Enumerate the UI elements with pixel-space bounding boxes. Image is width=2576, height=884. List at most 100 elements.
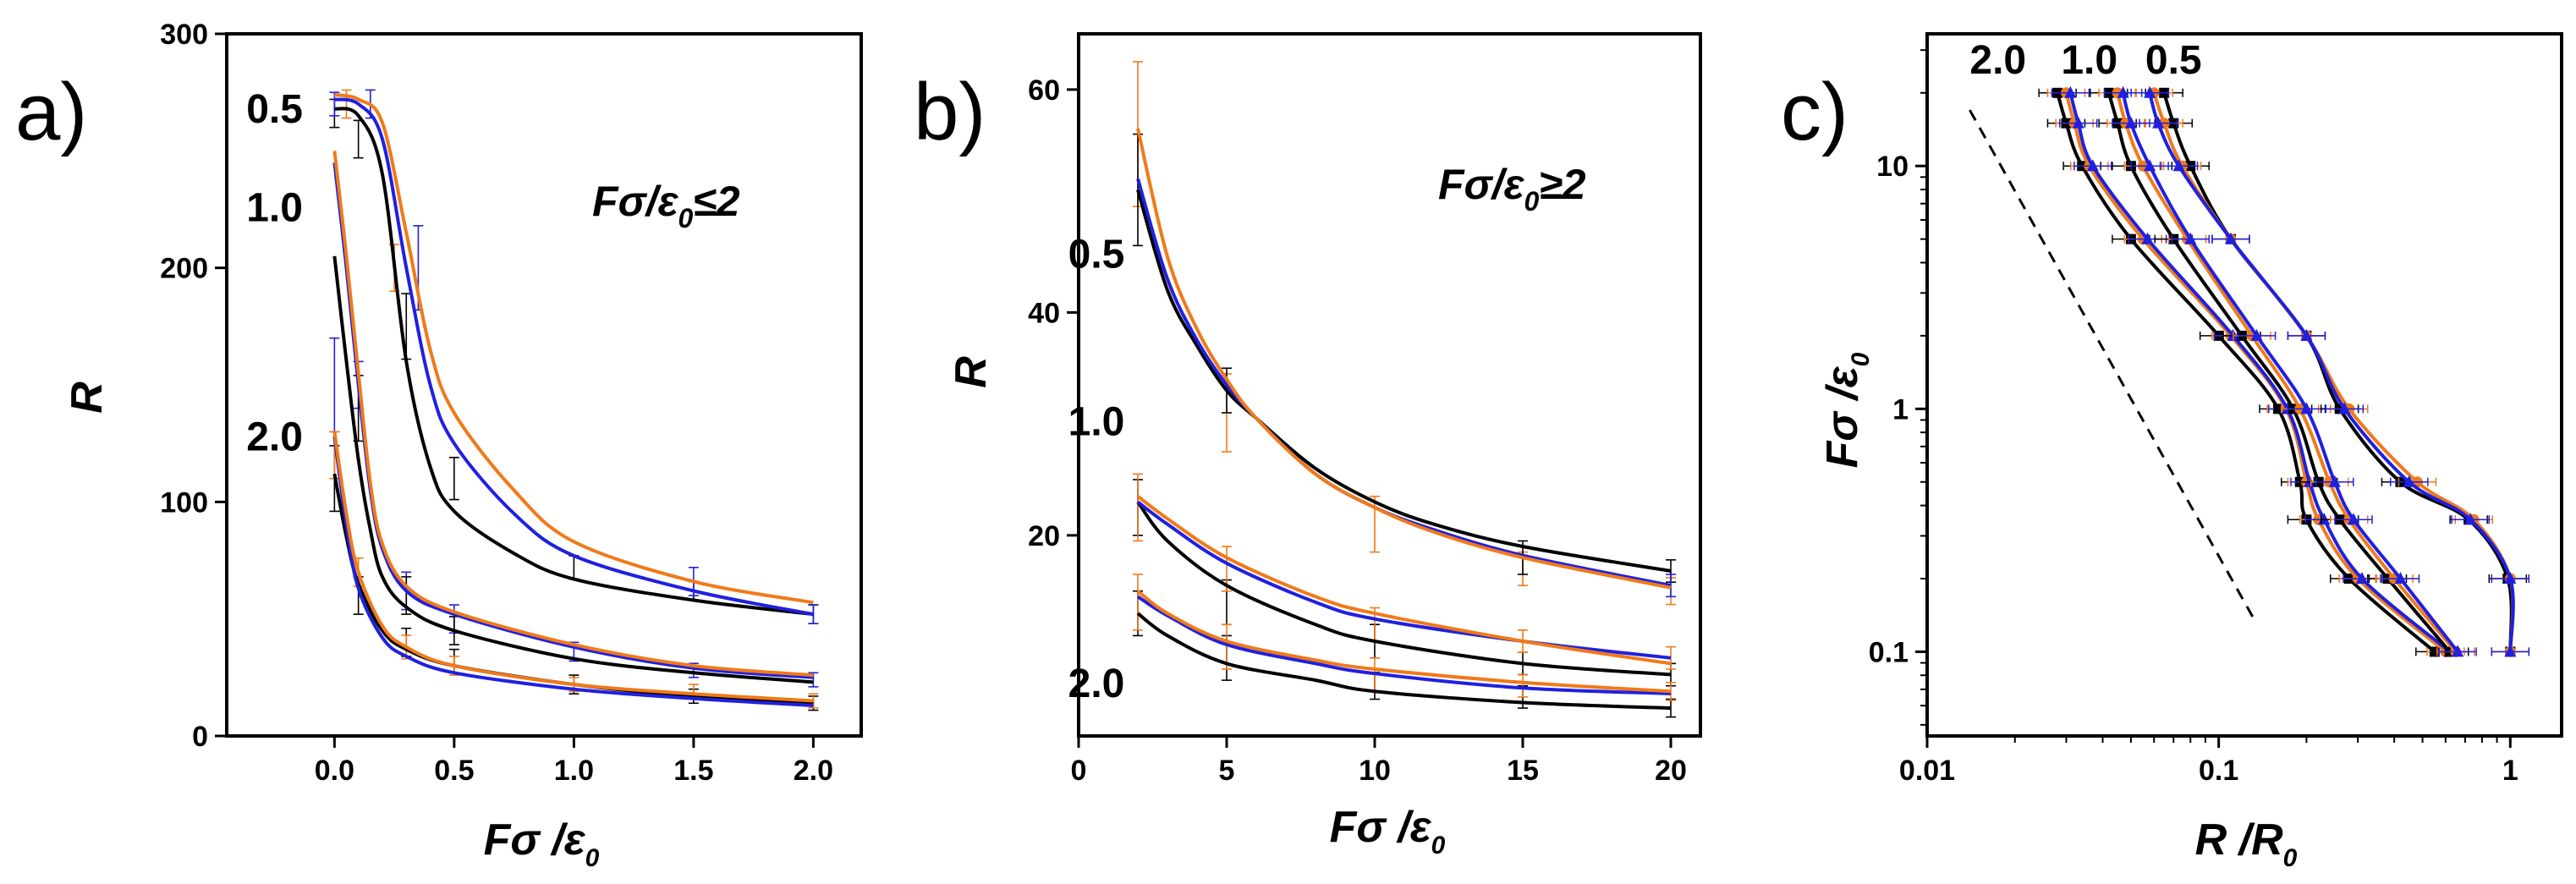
x-tick-label: 1 [2502,755,2518,787]
x-tick-label: 0.01 [1899,755,1955,787]
curve-label: 0.5 [246,87,303,132]
panel-b-annotation: Fσ/ε0≥2 [1438,161,1586,217]
series-line [333,92,814,605]
panel-c-xlabel: R /R0 [2195,815,2298,872]
series-line [2116,92,2458,653]
data-point-triangle [2394,572,2407,585]
x-tick-label: 0.0 [315,755,354,787]
curve-label: 2.0 [1969,38,2026,83]
series-line [2152,92,2515,652]
panel-c-label: c) [1781,67,1848,157]
data-point-triangle [2184,232,2197,244]
panel-b-ylabel: R [947,356,996,388]
plot-area [1969,85,2530,657]
series-line [2121,92,2459,653]
y-tick-label: 0 [192,721,208,753]
panel-a-label: a) [15,67,87,157]
x-tick-label: 1.5 [673,755,713,787]
series-line [2056,92,2436,653]
data-point-triangle [2356,572,2369,585]
series-line [2064,92,2447,653]
panel-b-chart: b) Fσ/ε0≥2 R Fσ /ε0 0 5 10 15 20 20 40 60 0.5 1.0… [914,32,1702,859]
y-tick-label: 100 [160,486,208,519]
dashed-reference-line [1969,109,2258,625]
x-tick-label: 5 [1219,755,1235,787]
panel-a-chart: a) Fσ/ε0≤2 R Fσ /ε0 0.0 0.5 1.0 1.5 2.0 0 100 2… [15,19,863,872]
x-tick-label: 0 [1071,755,1087,787]
data-point-triangle [2124,116,2137,129]
data-point-triangle [2464,513,2477,525]
series-line [1136,495,1672,666]
panel-a-xlabel: Fσ /ε0 [484,815,600,872]
x-tick-label: 0.5 [434,755,474,787]
series-line [333,107,814,617]
panel-c-frame [1925,32,2563,738]
series-line [2106,92,2452,653]
y-tick-label: 1 [1892,393,1909,426]
panel-b-xlabel: Fσ /ε0 [1330,803,1446,859]
series-line [332,151,814,678]
data-point-triangle [2224,232,2237,244]
data-point-triangle [2304,475,2316,487]
data-point-triangle [2152,116,2165,129]
series-line [332,431,814,703]
y-tick-label: 10 [1876,151,1909,183]
panel-a-annotation: Fσ/ε0≤2 [592,178,740,233]
data-point-triangle [2144,85,2156,98]
data-point-triangle [2300,328,2313,341]
curve-label: 0.5 [2145,38,2202,83]
data-point-triangle [2086,159,2099,172]
plot-area [1133,61,1676,718]
curve-label: 1.0 [1068,399,1125,444]
data-point-triangle [2452,645,2464,657]
y-tick-label: 40 [1028,297,1060,329]
data-point-triangle [2348,513,2360,525]
series-line [332,255,814,684]
plot-area [329,89,819,711]
panel-b-frame [1077,32,1702,738]
series-line [332,436,814,707]
y-tick-label: 20 [1028,520,1060,552]
curve-label: 0.5 [1068,233,1125,277]
series-line [1136,612,1672,711]
series-line [1136,501,1672,677]
panel-c-chart: c) Fσ /ε0 R /R0 0.01 0.1 1 0.1 1 10 2.0 1.0 0.5 [1781,32,2563,872]
series-line [1136,590,1672,694]
x-tick-label: 15 [1507,755,1539,787]
data-point-triangle [2338,402,2351,415]
series-line [1136,189,1672,573]
curve-label: 2.0 [246,415,303,459]
x-tick-label: 20 [1655,755,1687,787]
x-tick-label: 10 [1359,755,1391,787]
series-line [1136,178,1672,588]
data-point-triangle [2141,232,2154,244]
y-tick-label: 60 [1028,74,1060,107]
x-tick-label: 0.1 [2199,755,2238,787]
panel-c-ylabel: Fσ /ε0 [1818,352,1875,468]
y-tick-label: 300 [160,19,208,51]
curve-label: 1.0 [246,185,303,230]
data-point-triangle [2072,116,2084,129]
data-point-triangle [2250,328,2263,341]
series-line [1136,128,1672,590]
data-point-triangle [2300,402,2313,415]
panel-b-label: b) [914,67,986,157]
y-tick-label: 200 [160,253,208,285]
data-point-triangle [2328,475,2341,487]
curve-label: 2.0 [1068,662,1125,706]
data-point-triangle [2117,85,2129,98]
series-line [2068,92,2452,653]
panel-a-frame [225,32,863,738]
series-line [334,97,814,617]
x-tick-label: 2.0 [794,755,833,787]
series-line [1136,595,1672,695]
y-tick-label: 0.1 [1869,636,1909,668]
data-point-triangle [2172,159,2185,172]
x-tick-label: 1.0 [554,755,594,787]
data-point-triangle [2144,159,2156,172]
data-point-triangle [2504,572,2517,585]
curve-label: 1.0 [2061,38,2117,83]
data-point-triangle [2064,85,2077,98]
data-point-triangle [2504,645,2517,657]
